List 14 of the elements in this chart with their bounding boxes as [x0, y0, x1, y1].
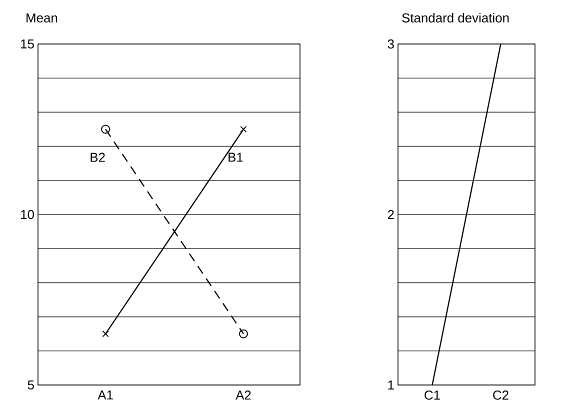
- x-tick-label: A1: [98, 390, 113, 400]
- y-tick-label: 3: [388, 39, 394, 49]
- y-tick-label: 10: [21, 210, 34, 220]
- y-tick-label: 15: [21, 39, 34, 49]
- series-label: B2: [90, 152, 105, 162]
- y-tick-label: 5: [28, 380, 34, 390]
- y-tick-label: 2: [388, 210, 394, 220]
- chart-title: Mean: [26, 13, 58, 22]
- series-label: B1: [228, 152, 243, 162]
- x-tick-label: C1: [424, 390, 440, 400]
- y-tick-label: 1: [388, 380, 394, 390]
- x-tick-label: C2: [493, 390, 508, 400]
- chart-title: Standard deviation: [402, 12, 509, 22]
- x-tick-label: A2: [236, 390, 251, 400]
